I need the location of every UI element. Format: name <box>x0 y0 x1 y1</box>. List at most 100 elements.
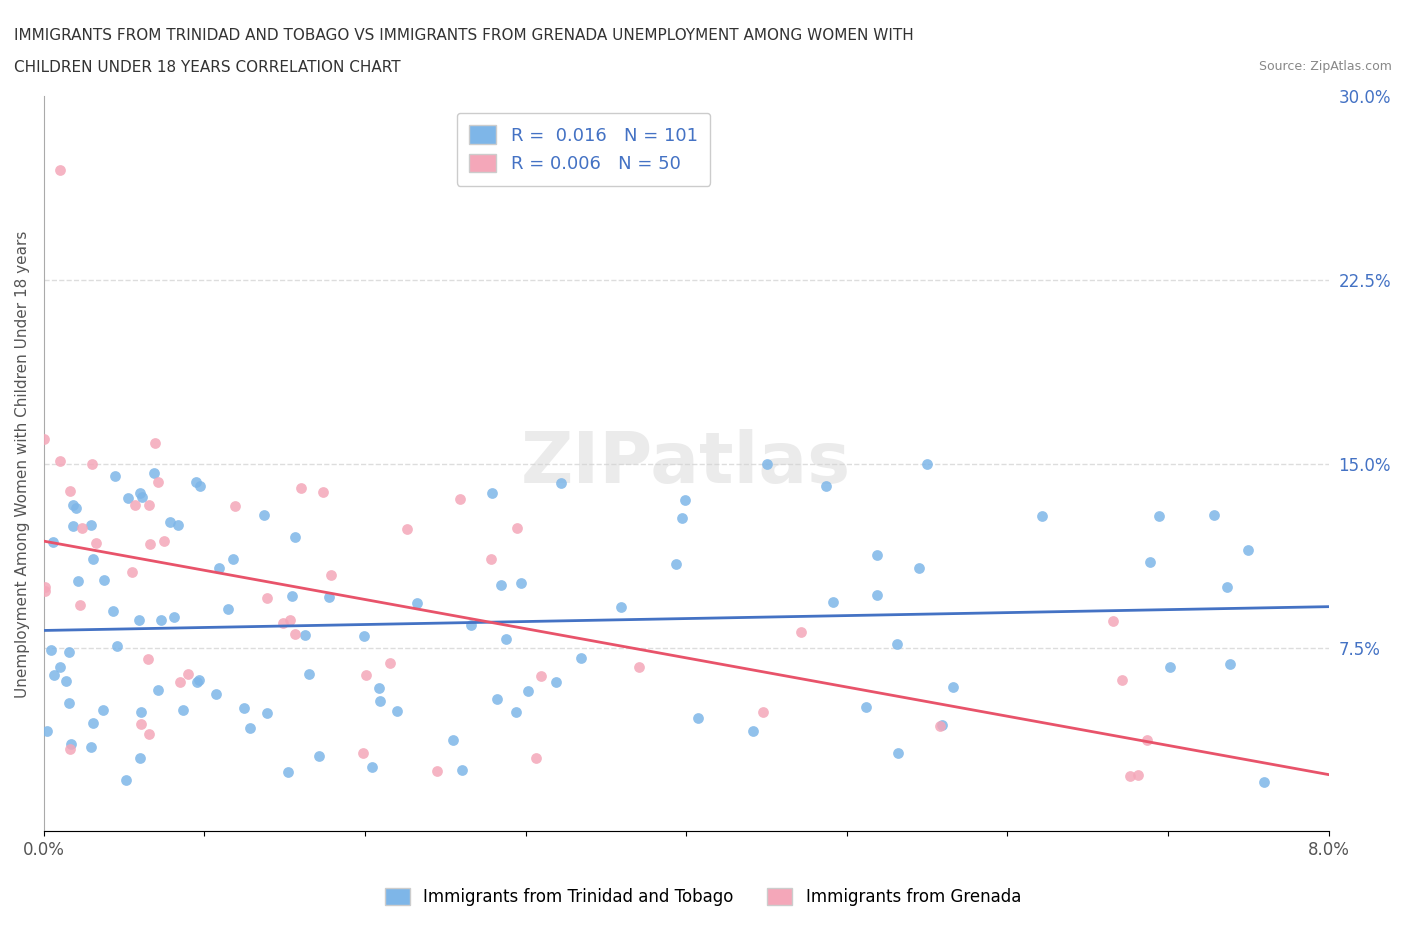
Point <box>671 511 693 525</box>
Point <box>1031 509 1053 524</box>
Point <box>550 475 572 490</box>
Point <box>353 629 375 644</box>
Point <box>790 624 813 639</box>
Point <box>278 612 301 627</box>
Point <box>495 631 517 646</box>
Point <box>479 551 502 566</box>
Point <box>105 639 128 654</box>
Point <box>485 691 508 706</box>
Point <box>489 578 512 592</box>
Point <box>217 602 239 617</box>
Point <box>855 699 877 714</box>
Point <box>1136 733 1159 748</box>
Point <box>1237 542 1260 557</box>
Point <box>280 589 302 604</box>
Point <box>82 551 104 566</box>
Point <box>49 163 72 178</box>
Point <box>385 704 408 719</box>
Point <box>69 597 91 612</box>
Point <box>93 572 115 587</box>
Point <box>277 764 299 779</box>
Point <box>688 711 710 725</box>
Point <box>121 565 143 579</box>
Point <box>62 498 84 512</box>
Point <box>129 751 152 765</box>
Point <box>65 501 87 516</box>
Point <box>136 652 159 667</box>
Point <box>177 666 200 681</box>
Point <box>610 600 633 615</box>
Point <box>368 693 391 708</box>
Point <box>58 696 80 711</box>
Point <box>148 474 170 489</box>
Point <box>318 589 340 604</box>
Point <box>59 483 82 498</box>
Point <box>41 642 63 657</box>
Point <box>814 479 837 494</box>
Point <box>188 672 211 687</box>
Point <box>506 521 529 536</box>
Point <box>1159 659 1181 674</box>
Point <box>524 751 547 765</box>
Point <box>1139 555 1161 570</box>
Point <box>32 432 55 447</box>
Point <box>907 561 929 576</box>
Point <box>449 492 471 507</box>
Point <box>60 737 83 751</box>
Point <box>58 644 80 659</box>
Point <box>1147 509 1170 524</box>
Point <box>150 613 173 628</box>
Point <box>222 551 245 566</box>
Point <box>48 659 70 674</box>
Point <box>866 587 889 602</box>
Point <box>628 659 651 674</box>
Legend: R =  0.016   N = 101, R = 0.006   N = 50: R = 0.016 N = 101, R = 0.006 N = 50 <box>457 113 710 186</box>
Point <box>152 534 174 549</box>
Point <box>887 746 910 761</box>
Text: ZIPatlas: ZIPatlas <box>522 430 852 498</box>
Point <box>886 637 908 652</box>
Point <box>146 683 169 698</box>
Point <box>34 579 56 594</box>
Point <box>42 535 65 550</box>
Point <box>1219 657 1241 671</box>
Point <box>1128 767 1150 782</box>
Point <box>311 485 333 499</box>
Point <box>284 529 307 544</box>
Point <box>298 667 321 682</box>
Point <box>929 719 952 734</box>
Point <box>378 656 401 671</box>
Point <box>239 720 262 735</box>
Point <box>1202 508 1225 523</box>
Point <box>253 508 276 523</box>
Point <box>360 760 382 775</box>
Point <box>505 705 527 720</box>
Point <box>931 717 953 732</box>
Point <box>546 674 568 689</box>
Point <box>55 673 77 688</box>
Point <box>352 745 374 760</box>
Point <box>186 474 208 489</box>
Point <box>530 669 553 684</box>
Point <box>451 763 474 777</box>
Point <box>129 486 152 501</box>
Point <box>1216 580 1239 595</box>
Point <box>866 548 889 563</box>
Point <box>224 498 246 513</box>
Point <box>367 681 389 696</box>
Point <box>128 612 150 627</box>
Point <box>232 701 254 716</box>
Point <box>80 457 103 472</box>
Point <box>49 454 72 469</box>
Point <box>571 650 593 665</box>
Point <box>396 522 419 537</box>
Point <box>188 479 211 494</box>
Point <box>117 491 139 506</box>
Point <box>664 556 686 571</box>
Point <box>755 457 778 472</box>
Point <box>142 466 165 481</box>
Point <box>143 435 166 450</box>
Point <box>34 584 56 599</box>
Point <box>84 536 107 551</box>
Point <box>208 561 231 576</box>
